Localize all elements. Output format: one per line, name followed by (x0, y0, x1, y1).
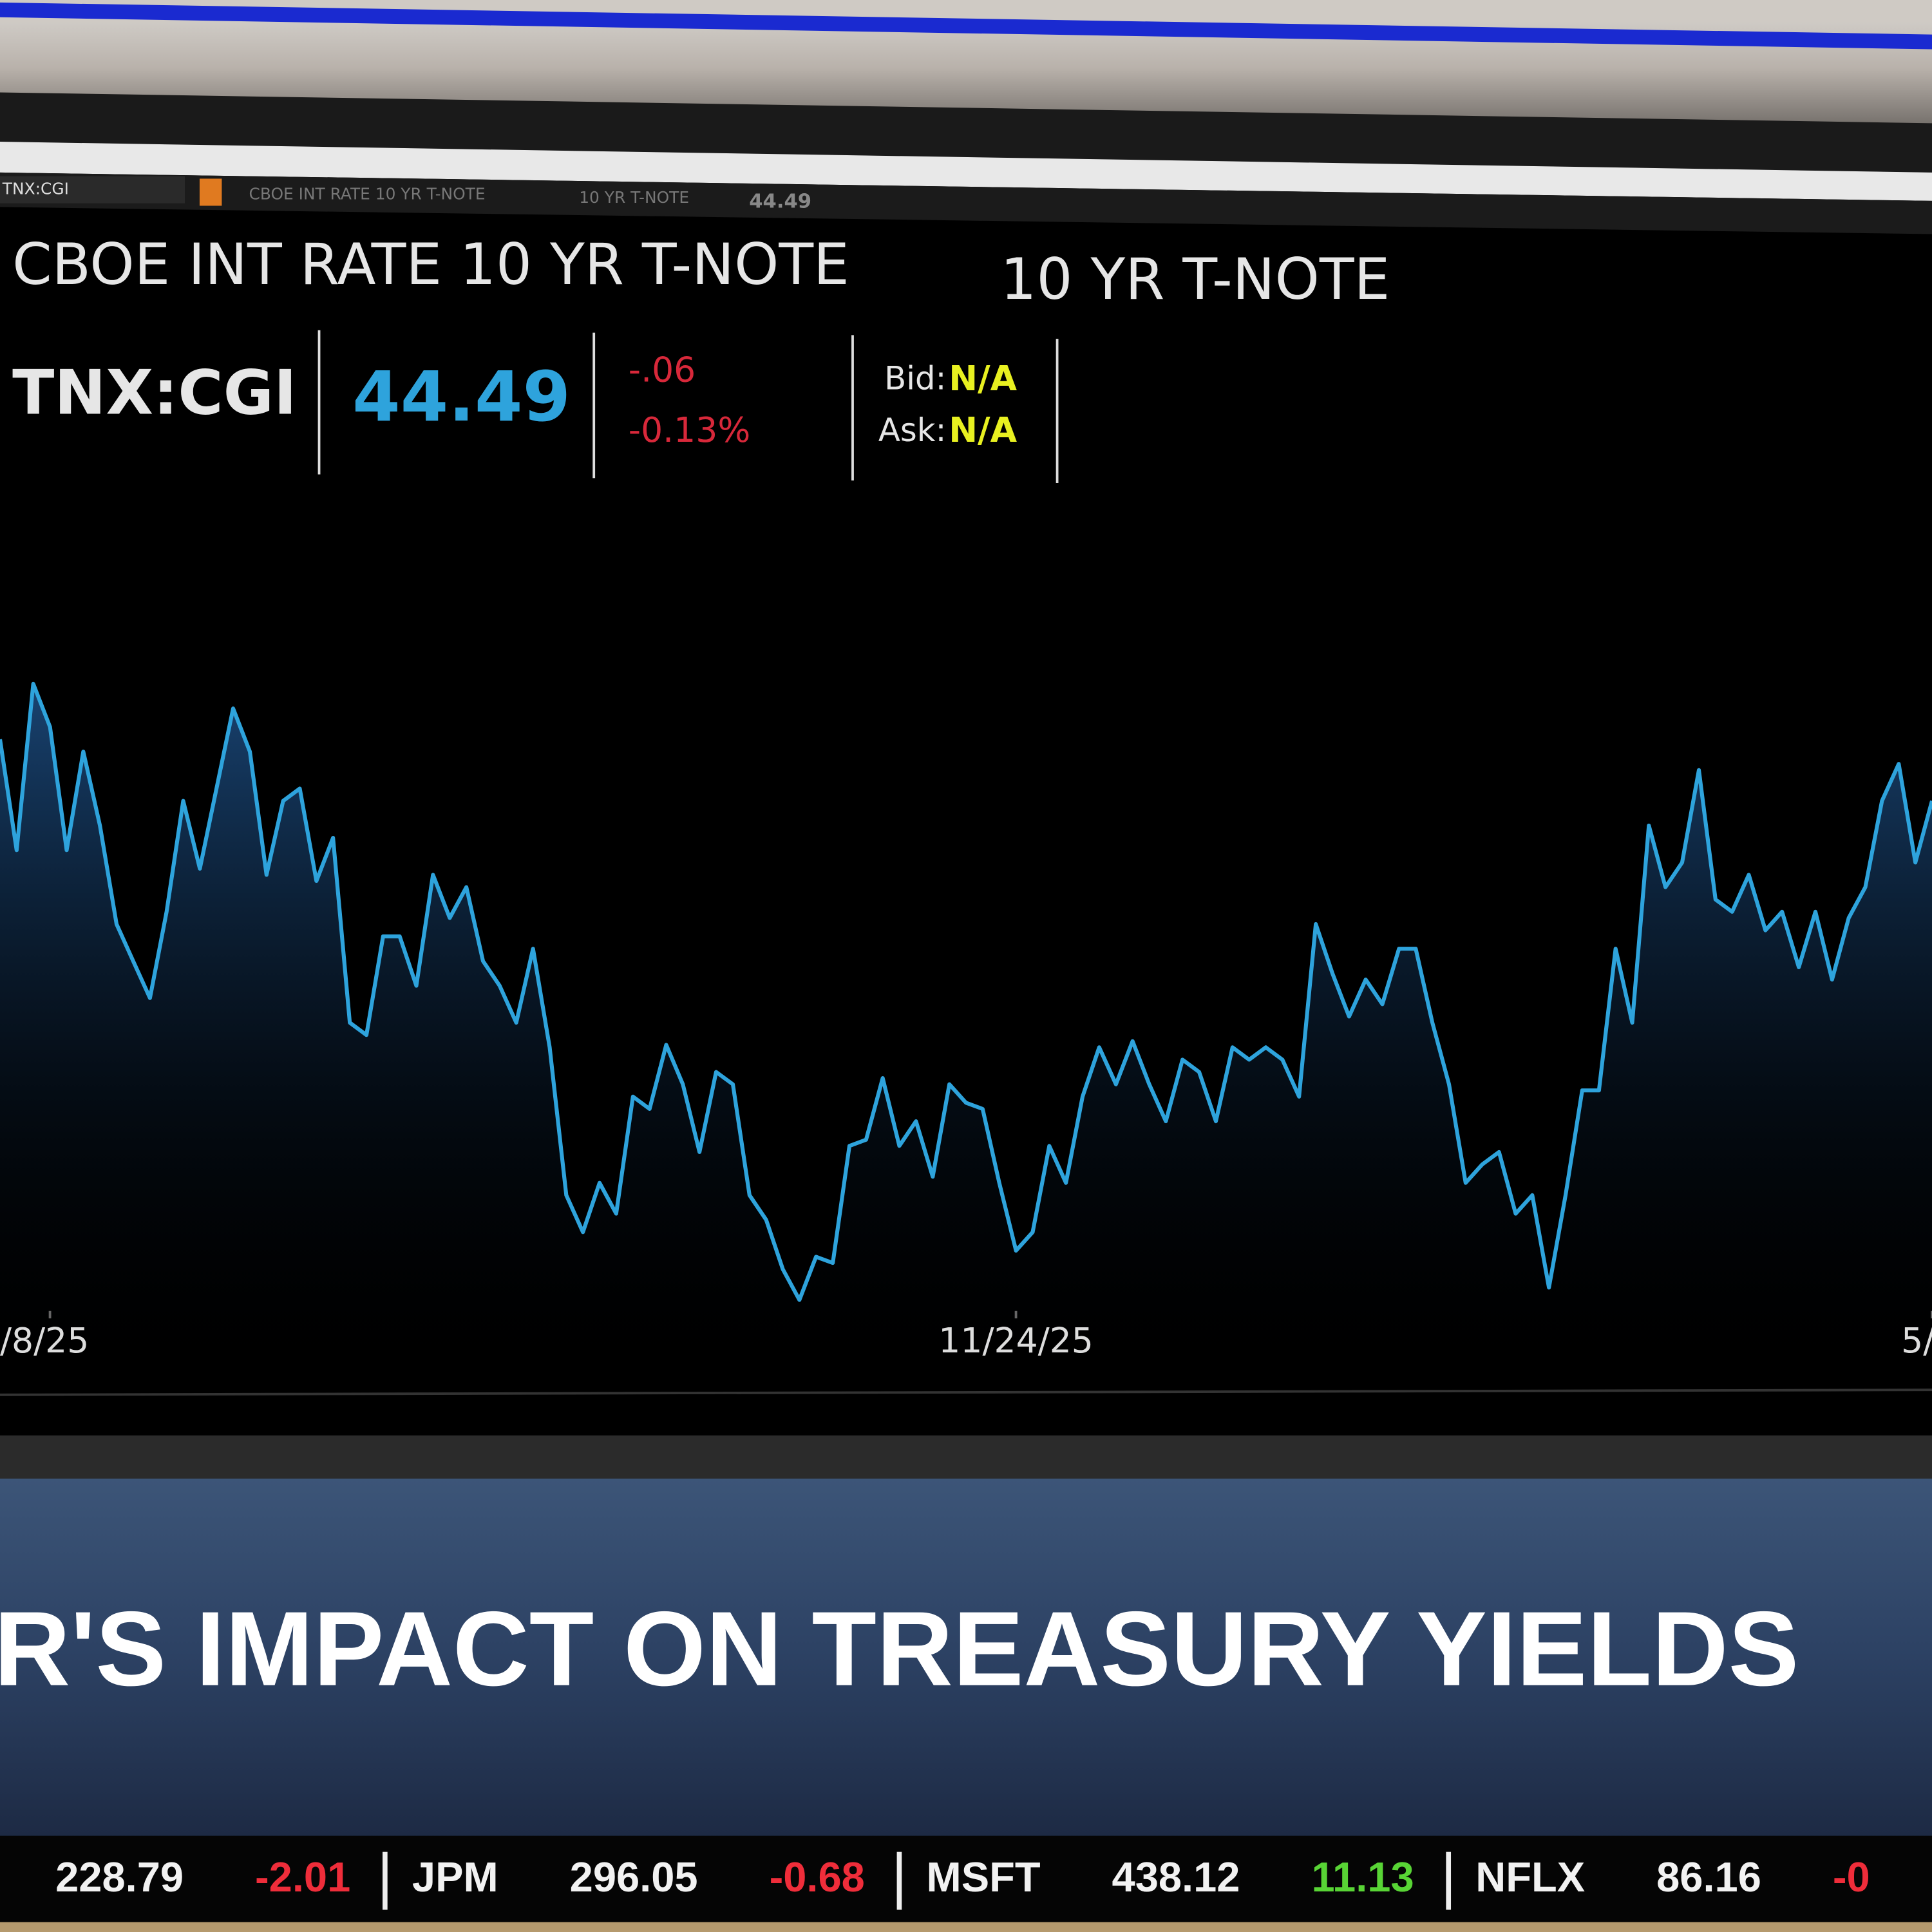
toolbar-name: CBOE INT RATE 10 YR T-NOTE (249, 184, 485, 203)
x-tick-label: /8/25 (0, 1320, 89, 1361)
ask-value: N/A (949, 410, 1017, 450)
toolbar-short: 10 YR T-NOTE (579, 188, 689, 207)
link-icon[interactable] (199, 178, 222, 206)
ticker-item: NFLX (1475, 1853, 1585, 1900)
ticker-item: -0.68 (770, 1853, 865, 1900)
window-titlebar (0, 142, 1932, 201)
ticker-edge (0, 1922, 1932, 1932)
monitor-bottom (0, 1435, 1932, 1479)
plot: /8/25 11/24/25 5/ (0, 681, 1932, 1392)
quote-title: CBOE INT RATE 10 YR T-NOTE (12, 231, 849, 298)
ticker-item: MSFT (927, 1853, 1041, 1900)
quote-change-pct: -0.13% (629, 410, 750, 450)
ticker-item: 296.05 (570, 1853, 698, 1900)
symbol-box[interactable] (0, 176, 185, 204)
x-tick-label: 11/24/25 (938, 1320, 1094, 1361)
ticker-item: 228.79 (55, 1853, 184, 1900)
area-fill (0, 683, 1932, 1392)
banner (0, 1478, 1932, 1836)
ticker-bar (0, 1835, 1932, 1922)
quote-subtitle: 10 YR T-NOTE (1001, 246, 1390, 312)
toolbar (0, 172, 1932, 234)
toolbar-symbol: TNX:CGI (2, 180, 69, 198)
price-line (0, 681, 1932, 1302)
bid-label: Bid: (884, 360, 946, 397)
quote-symbol: TNX:CGI (12, 356, 297, 428)
ticker-item: 11.13 (1311, 1853, 1414, 1900)
toolbar-price: 44.49 (749, 190, 811, 213)
panel-edge (0, 1388, 1932, 1396)
ticker-item: -2.01 (255, 1853, 350, 1900)
bid-value: N/A (949, 358, 1017, 399)
ticker: 228.79 -2.01 JPM 296.05 -0.68 MSFT 438.12 11.13… (55, 1852, 1870, 1910)
ticker-item: 438.12 (1112, 1853, 1240, 1900)
ask-label: Ask: (878, 412, 947, 449)
headline: R'S IMPACT ON TREASURY YIELDS (0, 1589, 1799, 1708)
blue-edge (0, 2, 1932, 50)
quote-change: -.06 (629, 349, 696, 390)
ticker-item: 86.16 (1656, 1853, 1761, 1900)
x-tick-label: 5/ (1901, 1320, 1932, 1361)
quote-price: 44.49 (352, 357, 571, 437)
ticker-item: -0 (1833, 1853, 1870, 1900)
ticker-item: JPM (412, 1853, 498, 1900)
